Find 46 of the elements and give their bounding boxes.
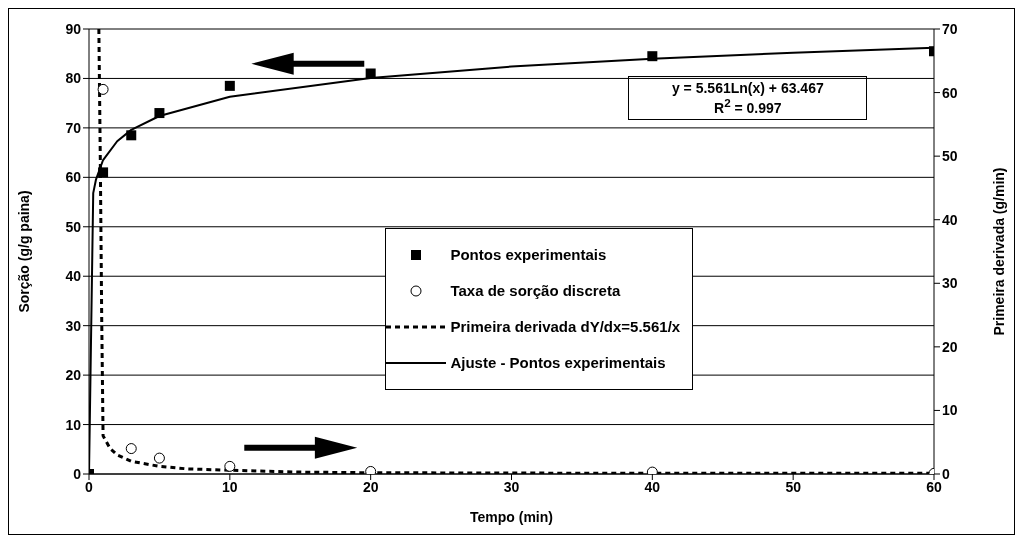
x-tick-label: 50: [785, 478, 802, 495]
y-tick-label: 60: [65, 169, 82, 186]
x-tick-label: 0: [85, 478, 94, 495]
y-tick-label: 50: [65, 218, 82, 235]
y-tick-label: 0: [73, 465, 82, 482]
x-tick-label: 40: [644, 478, 661, 495]
x-tick-label: 30: [503, 478, 520, 495]
legend-label: Primeira derivada dY/dx=5.561/x: [450, 318, 681, 336]
x-tick-label: 60: [926, 478, 942, 495]
y2-tick-label: 0: [942, 465, 950, 482]
x-tick-label: 20: [362, 478, 379, 495]
y-tick-label: 40: [65, 268, 82, 285]
annotation: y = 5.561Ln(x) + 63.467: [670, 80, 825, 97]
y2-axis-title: Primeira derivada (g/min): [990, 167, 1007, 336]
y-tick-label: 10: [65, 416, 82, 433]
point: [98, 167, 109, 178]
point: [224, 460, 236, 472]
point: [125, 443, 137, 455]
y2-tick-label: 20: [942, 338, 958, 355]
legend-label: Ajuste - Pontos experimentais: [450, 354, 666, 372]
point: [647, 51, 658, 62]
y2-tick-label: 40: [942, 211, 958, 228]
point: [365, 465, 377, 474]
y-tick-label: 90: [65, 20, 82, 37]
x-tick-label: 10: [222, 478, 238, 495]
y2-tick-label: 60: [942, 84, 958, 101]
legend-label: Pontos experimentais: [450, 246, 607, 264]
y2-tick-label: 30: [942, 275, 958, 292]
point: [365, 68, 376, 79]
point: [126, 130, 137, 141]
point: [224, 80, 235, 91]
y-tick-label: 80: [65, 70, 82, 87]
legend-label: Taxa de sorção discreta: [450, 282, 621, 300]
y2-tick-label: 50: [942, 148, 958, 165]
y-axis-title: Sorção (g/g paina): [15, 190, 32, 313]
equation-box: y = 5.561Ln(x) + 63.467 R$^{2}$ = 0.997: [628, 76, 868, 120]
point: [153, 452, 165, 464]
y-tick-label: 30: [65, 317, 82, 334]
annotation: R$^{2}$ = 0.997: [713, 96, 783, 116]
point: [154, 108, 165, 119]
y2-tick-label: 70: [942, 20, 958, 37]
y-tick-label: 70: [65, 119, 82, 136]
point: [97, 83, 109, 95]
y2-tick-label: 10: [942, 402, 958, 419]
y-tick-label: 20: [65, 367, 82, 384]
x-axis-title: Tempo (min): [470, 509, 553, 525]
